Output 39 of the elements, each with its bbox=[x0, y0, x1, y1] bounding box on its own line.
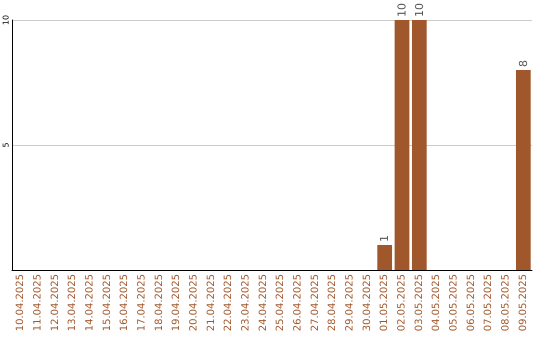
data-label: 8 bbox=[516, 60, 530, 67]
x-tick-label: 02.05.2025 bbox=[396, 274, 408, 332]
x-tick-label: 18.04.2025 bbox=[154, 274, 165, 332]
bar bbox=[516, 70, 531, 270]
x-tick-label: 24.04.2025 bbox=[258, 274, 269, 332]
x-tick-label: 27.04.2025 bbox=[310, 274, 321, 332]
x-tick-label: 26.04.2025 bbox=[292, 274, 304, 332]
x-tick-label: 15.04.2025 bbox=[102, 274, 113, 332]
x-tick-label: 09.05.2025 bbox=[518, 274, 529, 332]
x-tick-label: 13.04.2025 bbox=[67, 274, 78, 332]
x-tick-label: 28.04.2025 bbox=[327, 274, 338, 332]
x-tick-label: 19.04.2025 bbox=[171, 274, 182, 332]
x-tick-label: 05.05.2025 bbox=[448, 274, 460, 332]
x-tick-label: 21.04.2025 bbox=[206, 274, 217, 332]
y-tick-label: 5 bbox=[2, 142, 10, 148]
x-tick-label: 07.05.2025 bbox=[483, 274, 494, 332]
x-tick-label: 22.04.2025 bbox=[223, 274, 234, 332]
x-tick-label: 20.04.2025 bbox=[188, 274, 200, 332]
x-tick-label: 03.05.2025 bbox=[414, 274, 425, 332]
data-label: 10 bbox=[396, 3, 408, 17]
x-tick-label: 08.05.2025 bbox=[500, 274, 512, 332]
x-tick-label: 10.04.2025 bbox=[15, 274, 26, 332]
bar bbox=[377, 245, 392, 270]
x-tick-label: 01.05.2025 bbox=[379, 274, 390, 332]
data-label: 1 bbox=[378, 235, 392, 242]
x-tick-label: 12.04.2025 bbox=[50, 274, 61, 332]
x-tick-label: 16.04.2025 bbox=[119, 274, 130, 332]
data-label: 10 bbox=[412, 3, 426, 17]
x-tick-label: 29.04.2025 bbox=[344, 274, 356, 332]
x-tick-label: 04.05.2025 bbox=[431, 274, 442, 332]
x-tick-label: 11.04.2025 bbox=[32, 274, 44, 332]
bar bbox=[412, 20, 427, 270]
x-tick-label: 06.05.2025 bbox=[466, 274, 477, 332]
x-tick-label: 14.04.2025 bbox=[84, 274, 96, 332]
bar bbox=[394, 20, 410, 270]
x-tick-label: 23.04.2025 bbox=[240, 274, 252, 332]
x-tick-label: 17.04.2025 bbox=[136, 274, 148, 332]
x-tick-label: 30.04.2025 bbox=[362, 274, 373, 332]
x-tick-label: 25.04.2025 bbox=[275, 274, 286, 332]
